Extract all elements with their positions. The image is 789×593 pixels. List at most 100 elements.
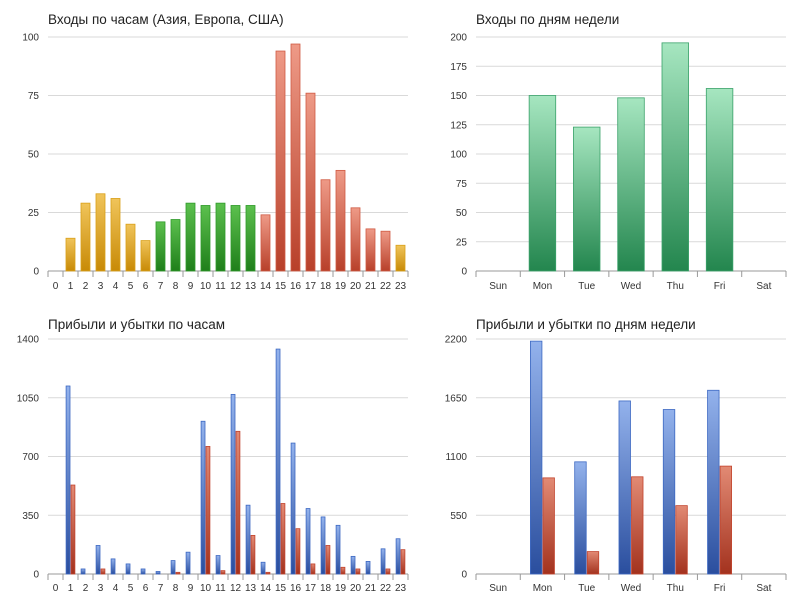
bar xyxy=(290,43,301,272)
x-tick-label: 8 xyxy=(173,281,179,292)
x-tick-label: 10 xyxy=(200,281,212,292)
x-tick-label: 19 xyxy=(335,583,347,593)
x-tick-label: 12 xyxy=(230,583,242,593)
x-tick-label: Thu xyxy=(667,583,684,593)
y-tick-label: 1650 xyxy=(445,393,468,404)
x-tick-label: Mon xyxy=(533,583,552,593)
x-tick-label: 11 xyxy=(215,583,226,593)
bar xyxy=(170,219,181,272)
x-tick-label: 0 xyxy=(53,281,59,292)
y-tick-label: 75 xyxy=(28,91,40,102)
bar xyxy=(617,97,645,272)
profit-bar xyxy=(65,385,71,575)
x-tick-label: 2 xyxy=(83,583,89,593)
x-tick-label: 17 xyxy=(305,281,317,292)
bar xyxy=(125,223,136,272)
x-tick-label: 16 xyxy=(290,583,302,593)
y-tick-label: 75 xyxy=(456,179,468,190)
x-tick-label: Sun xyxy=(489,583,507,593)
x-tick-label: Tue xyxy=(578,583,595,593)
x-tick-label: 7 xyxy=(158,583,164,593)
y-tick-label: 50 xyxy=(456,208,468,219)
loss-bar xyxy=(295,528,301,575)
profit-bar xyxy=(170,560,176,575)
x-tick-label: 5 xyxy=(128,583,134,593)
x-tick-label: Wed xyxy=(621,281,641,292)
y-tick-label: 150 xyxy=(450,91,467,102)
x-tick-label: 14 xyxy=(260,281,272,292)
bar xyxy=(395,244,406,272)
x-tick-label: 9 xyxy=(188,281,194,292)
loss-bar xyxy=(631,476,644,575)
loss-bar xyxy=(280,503,286,575)
x-tick-label: 20 xyxy=(350,583,362,593)
loss-bar xyxy=(542,477,555,575)
chart-daily-profit-loss: Прибыли и убытки по дням недели 0 550 1100… xyxy=(445,317,787,593)
bar xyxy=(260,214,271,272)
x-tick-label: 1 xyxy=(68,281,74,292)
profit-bar xyxy=(80,568,86,575)
bar xyxy=(80,202,91,272)
loss-bar xyxy=(385,568,391,575)
loss-bar xyxy=(719,465,732,575)
x-tick-label: Sat xyxy=(756,583,771,593)
y-tick-label: 50 xyxy=(28,150,40,161)
x-tick-label: 3 xyxy=(98,583,104,593)
bar xyxy=(65,237,76,272)
bar xyxy=(110,198,121,272)
x-tick-label: 4 xyxy=(113,281,119,292)
x-tick-label: 1 xyxy=(68,583,74,593)
profit-bar xyxy=(230,393,236,575)
profit-bar xyxy=(305,508,311,575)
profit-bar xyxy=(707,389,720,575)
y-tick-label: 350 xyxy=(22,511,39,522)
y-tick-label: 125 xyxy=(450,120,467,131)
profit-bar xyxy=(662,409,676,575)
bar xyxy=(320,179,331,272)
x-tick-label: 18 xyxy=(320,583,332,593)
profit-bar xyxy=(275,348,281,575)
y-tick-label: 0 xyxy=(461,570,467,581)
x-tick-label: 7 xyxy=(158,281,164,292)
x-tick-label: 23 xyxy=(395,583,407,593)
x-tick-label: 4 xyxy=(113,583,119,593)
x-tick-label: 2 xyxy=(83,281,89,292)
y-tick-label: 0 xyxy=(33,570,39,581)
bar xyxy=(140,240,151,272)
profit-bar xyxy=(574,461,587,575)
x-tick-label: Thu xyxy=(667,281,684,292)
x-tick-label: 9 xyxy=(188,583,194,593)
bar xyxy=(185,202,196,272)
bar xyxy=(528,95,557,272)
bar xyxy=(275,50,286,272)
loss-bar xyxy=(675,505,688,575)
x-tick-label: 8 xyxy=(173,583,179,593)
x-tick-label: Wed xyxy=(621,583,641,593)
y-tick-label: 700 xyxy=(22,452,39,463)
y-tick-label: 200 xyxy=(450,33,467,44)
profit-bar xyxy=(395,538,401,575)
profit-bar xyxy=(155,571,161,575)
y-tick-label: 550 xyxy=(450,511,467,522)
bar xyxy=(380,230,391,272)
bar xyxy=(95,193,106,272)
bar xyxy=(245,205,256,272)
bar xyxy=(350,207,361,272)
x-tick-label: 6 xyxy=(143,583,149,593)
profit-bar xyxy=(185,551,191,575)
profit-bar xyxy=(215,555,221,575)
bar xyxy=(705,88,734,272)
x-tick-label: 18 xyxy=(320,281,332,292)
x-tick-label: 15 xyxy=(275,583,287,593)
profit-bar xyxy=(335,524,341,575)
x-tick-label: Fri xyxy=(714,583,726,593)
bar xyxy=(305,92,316,272)
chart-daily-logins: Входы по дням недели 0 25 50 75 100 125 150 175… xyxy=(450,12,787,292)
x-tick-label: Sun xyxy=(489,281,507,292)
x-tick-label: 5 xyxy=(128,281,134,292)
loss-bar xyxy=(250,534,256,575)
x-tick-label: 3 xyxy=(98,281,104,292)
bar xyxy=(230,205,241,272)
loss-bar xyxy=(325,545,331,575)
profit-bar xyxy=(260,561,266,575)
